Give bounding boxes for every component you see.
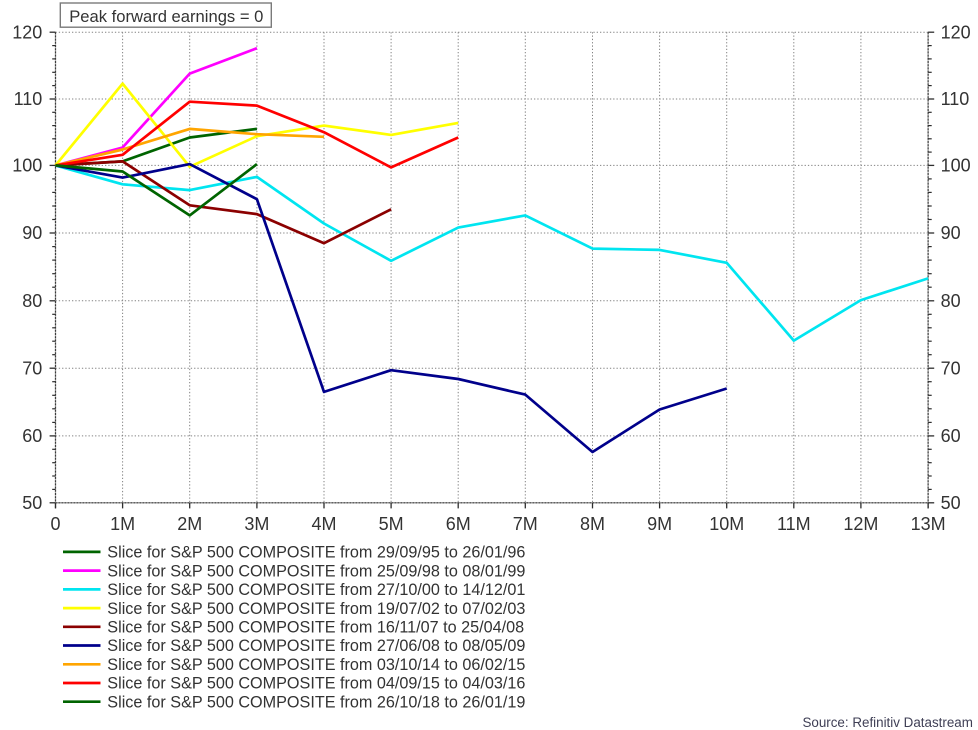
svg-text:Slice for S&P 500 COMPOSITE fr: Slice for S&P 500 COMPOSITE from 16/11/0…: [107, 619, 524, 637]
svg-text:3M: 3M: [244, 514, 269, 534]
svg-text:Source: Refinitiv Datastream: Source: Refinitiv Datastream: [802, 715, 972, 730]
svg-text:120: 120: [12, 22, 42, 42]
svg-text:110: 110: [14, 89, 43, 109]
svg-text:80: 80: [22, 291, 42, 311]
svg-text:13M: 13M: [911, 514, 946, 534]
svg-text:120: 120: [941, 22, 971, 42]
svg-text:8M: 8M: [580, 514, 605, 534]
svg-text:Slice for S&P 500 COMPOSITE fr: Slice for S&P 500 COMPOSITE from 04/09/1…: [107, 675, 525, 693]
svg-text:2M: 2M: [177, 514, 202, 534]
svg-text:100: 100: [941, 156, 971, 176]
svg-text:0: 0: [50, 514, 60, 534]
svg-text:Slice for S&P 500 COMPOSITE fr: Slice for S&P 500 COMPOSITE from 27/10/0…: [107, 581, 525, 599]
svg-text:4M: 4M: [311, 514, 336, 534]
svg-text:100: 100: [12, 156, 42, 176]
svg-text:10M: 10M: [709, 514, 744, 534]
svg-text:Slice for S&P 500 COMPOSITE fr: Slice for S&P 500 COMPOSITE from 26/10/1…: [107, 693, 525, 711]
svg-text:70: 70: [941, 358, 961, 378]
svg-text:70: 70: [22, 358, 42, 378]
svg-text:Slice for S&P 500 COMPOSITE fr: Slice for S&P 500 COMPOSITE from 27/06/0…: [107, 637, 525, 655]
svg-text:11M: 11M: [777, 514, 811, 534]
svg-text:Peak forward earnings = 0: Peak forward earnings = 0: [69, 7, 263, 26]
svg-text:Slice for S&P 500 COMPOSITE fr: Slice for S&P 500 COMPOSITE from 29/09/9…: [107, 544, 525, 562]
svg-text:50: 50: [941, 493, 961, 513]
svg-text:Slice for S&P 500 COMPOSITE fr: Slice for S&P 500 COMPOSITE from 03/10/1…: [107, 656, 525, 674]
svg-text:90: 90: [941, 223, 961, 243]
svg-text:50: 50: [22, 493, 42, 513]
svg-text:7M: 7M: [513, 514, 538, 534]
svg-text:9M: 9M: [647, 514, 672, 534]
svg-text:90: 90: [22, 223, 42, 243]
svg-text:Slice for S&P 500 COMPOSITE fr: Slice for S&P 500 COMPOSITE from 25/09/9…: [107, 562, 525, 580]
svg-text:12M: 12M: [843, 514, 878, 534]
svg-text:Slice for S&P 500 COMPOSITE fr: Slice for S&P 500 COMPOSITE from 19/07/0…: [107, 600, 525, 618]
svg-text:6M: 6M: [446, 514, 471, 534]
svg-text:60: 60: [941, 426, 961, 446]
svg-text:60: 60: [22, 426, 42, 446]
svg-text:1M: 1M: [110, 514, 135, 534]
svg-text:80: 80: [941, 291, 961, 311]
svg-text:110: 110: [941, 89, 970, 109]
svg-text:5M: 5M: [379, 514, 404, 534]
